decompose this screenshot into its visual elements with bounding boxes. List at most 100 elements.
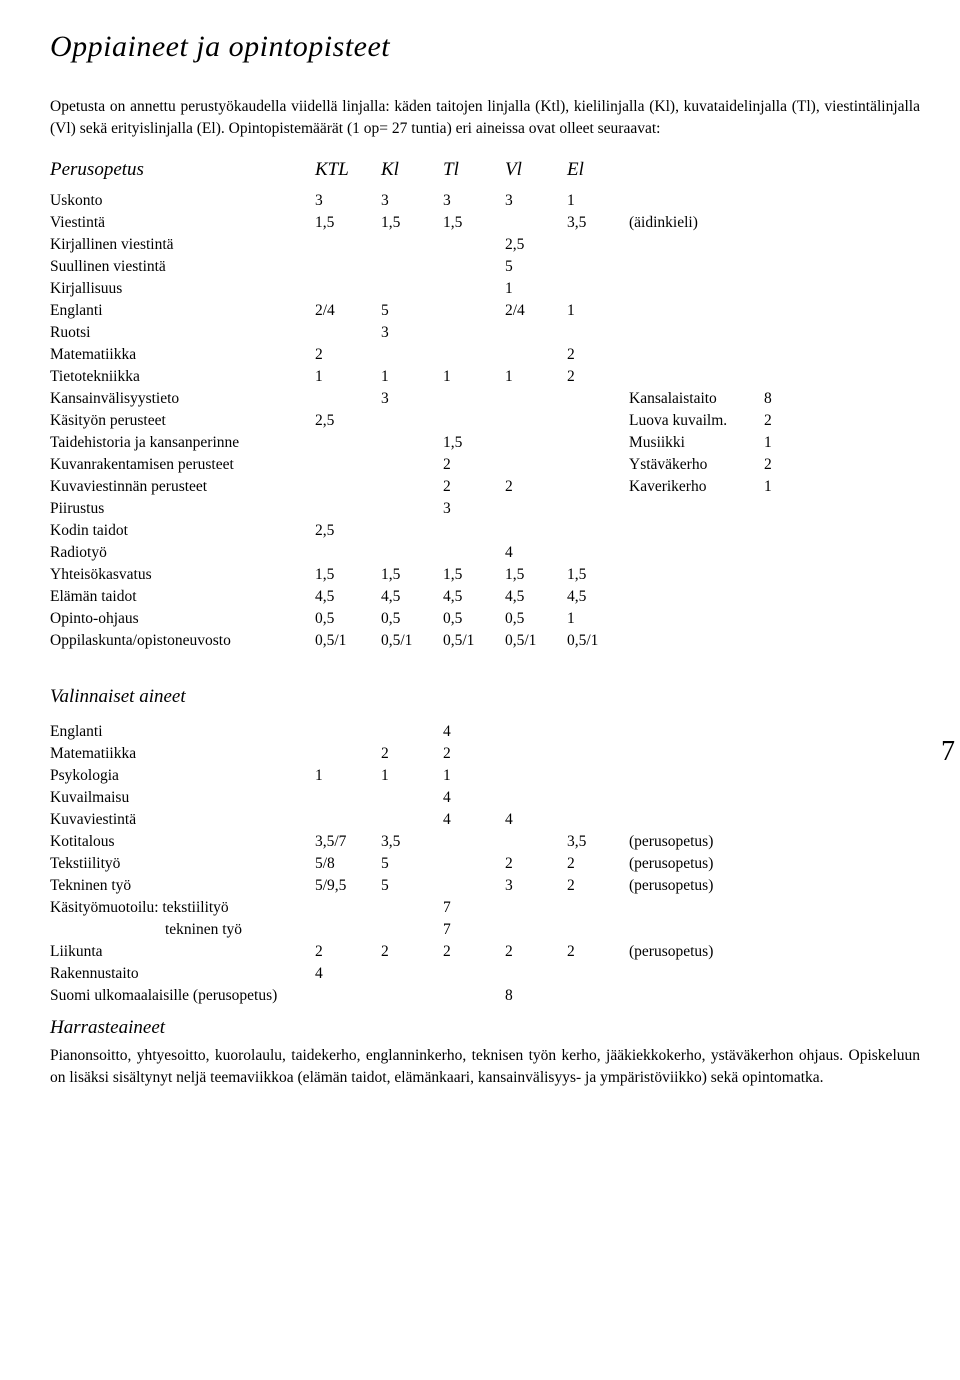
- cell: 3: [381, 388, 443, 410]
- table-row: Englanti4: [50, 721, 920, 743]
- cell: [505, 212, 567, 234]
- cell: 4,5: [315, 586, 381, 608]
- valinnaiset-table: Valinnaiset aineet Englanti4Matematiikka…: [50, 684, 920, 1007]
- perusopetus-table: Perusopetus KTL Kl Tl Vl El Uskonto33331…: [50, 157, 920, 652]
- cell: [567, 721, 629, 743]
- row-label: Ruotsi: [50, 322, 315, 344]
- cell: [315, 787, 381, 809]
- table-row: Suullinen viestintä5: [50, 256, 920, 278]
- row-label: Kuvanrakentamisen perusteet: [50, 454, 315, 476]
- cell: 2,5: [315, 410, 381, 432]
- cell: [443, 853, 505, 875]
- row-note: [629, 234, 920, 256]
- cell: [567, 388, 629, 410]
- table-row: Oppilaskunta/opistoneuvosto0,5/10,5/10,5…: [50, 630, 920, 652]
- cell: [315, 721, 381, 743]
- cell: 3: [315, 190, 381, 212]
- cell: 2: [567, 941, 629, 963]
- cell: [567, 985, 629, 1007]
- extra-value: 1: [764, 432, 789, 454]
- cell: [505, 410, 567, 432]
- cell: 2: [567, 344, 629, 366]
- cell: [567, 432, 629, 454]
- cell: [567, 234, 629, 256]
- cell: [443, 985, 505, 1007]
- row-note: [629, 366, 920, 388]
- cell: 1: [443, 366, 505, 388]
- row-note: [629, 564, 920, 586]
- cell: 2/4: [505, 300, 567, 322]
- cell: [505, 765, 567, 787]
- table-row: Englanti2/452/41: [50, 300, 920, 322]
- cell: 2: [567, 366, 629, 388]
- cell: [567, 520, 629, 542]
- cell: 2: [567, 875, 629, 897]
- extra-value: 8: [764, 388, 789, 410]
- cell: 0,5/1: [315, 630, 381, 652]
- cell: 4,5: [381, 586, 443, 608]
- row-label: Rakennustaito: [50, 963, 315, 985]
- cell: 3: [505, 190, 567, 212]
- cell: 1: [315, 765, 381, 787]
- row-label: Matematiikka: [50, 743, 315, 765]
- cell: 2: [381, 743, 443, 765]
- cell: [381, 476, 443, 498]
- col-header: Vl: [505, 157, 567, 184]
- cell: 5/8: [315, 853, 381, 875]
- row-label: Viestintä: [50, 212, 315, 234]
- table-row: Kuvailmaisu4: [50, 787, 920, 809]
- row-note: [629, 542, 920, 564]
- cell: [381, 454, 443, 476]
- row-label: Suomi ulkomaalaisille (perusopetus): [50, 985, 315, 1007]
- cell: 2: [505, 476, 567, 498]
- cell: 8: [505, 985, 567, 1007]
- row-label: tekninen työ: [50, 919, 315, 941]
- col-header: El: [567, 157, 629, 184]
- cell: 2: [315, 941, 381, 963]
- table-header-row: Perusopetus KTL Kl Tl Vl El: [50, 157, 920, 184]
- row-note: [629, 256, 920, 278]
- row-note: (perusopetus): [629, 875, 920, 897]
- table-row: Matematiikka22: [50, 344, 920, 366]
- cell: [505, 388, 567, 410]
- table-row: Psykologia111: [50, 765, 920, 787]
- cell: 1: [567, 300, 629, 322]
- row-note: [629, 586, 920, 608]
- cell: [443, 410, 505, 432]
- extra-label: Kaverikerho: [629, 476, 764, 498]
- cell: 3: [381, 190, 443, 212]
- table-row: Kirjallinen viestintä 2,5: [50, 234, 920, 256]
- extra-value: 2: [764, 454, 789, 476]
- cell: [567, 743, 629, 765]
- row-label: Kodin taidot: [50, 520, 315, 542]
- cell: [443, 388, 505, 410]
- cell: [567, 322, 629, 344]
- row-label: Tekninen työ: [50, 875, 315, 897]
- cell: 4,5: [443, 586, 505, 608]
- cell: 0,5: [315, 608, 381, 630]
- row-label: Taidehistoria ja kansanperinne: [50, 432, 315, 454]
- cell: 0,5/1: [381, 630, 443, 652]
- section-heading-valinnaiset: Valinnaiset aineet: [50, 684, 920, 711]
- cell: 2,5: [505, 234, 567, 256]
- row-label: Kotitalous: [50, 831, 315, 853]
- cell: 2: [381, 941, 443, 963]
- cell: [381, 919, 443, 941]
- row-note: [629, 721, 920, 743]
- row-label: Kirjallinen viestintä: [50, 234, 315, 256]
- row-label: Psykologia: [50, 765, 315, 787]
- cell: [315, 897, 381, 919]
- row-label: Elämän taidot: [50, 586, 315, 608]
- table-row: Kotitalous3,5/73,53,5(perusopetus): [50, 831, 920, 853]
- cell: [505, 520, 567, 542]
- table-row: Käsityön perusteet2,5Luova kuvailm.2: [50, 410, 920, 432]
- row-note: [629, 344, 920, 366]
- harrasteaineet-text: Pianonsoitto, yhtyesoitto, kuorolaulu, t…: [50, 1045, 920, 1088]
- table-row: Kirjallisuus1: [50, 278, 920, 300]
- cell: 3: [443, 190, 505, 212]
- cell: 5: [381, 300, 443, 322]
- intro-paragraph: Opetusta on annettu perustyökaudella vii…: [50, 96, 920, 139]
- cell: [315, 919, 381, 941]
- cell: [505, 432, 567, 454]
- cell: 3: [381, 322, 443, 344]
